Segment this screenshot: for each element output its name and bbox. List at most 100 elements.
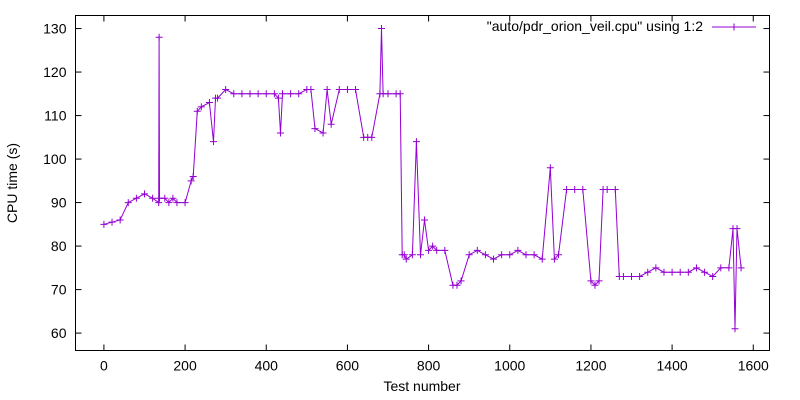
data-point xyxy=(307,85,315,93)
data-point xyxy=(274,94,282,102)
data-point xyxy=(554,251,562,259)
x-tick-label: 800 xyxy=(417,358,441,374)
data-point xyxy=(214,94,222,102)
data-point xyxy=(287,90,295,98)
data-point xyxy=(254,90,262,98)
data-point xyxy=(433,246,441,254)
data-point xyxy=(550,255,558,263)
data-point xyxy=(155,33,163,41)
data-point xyxy=(660,268,668,276)
data-point xyxy=(108,218,116,226)
data-point xyxy=(276,129,284,137)
data-point xyxy=(246,90,254,98)
data-point xyxy=(327,120,335,128)
data-point xyxy=(668,268,676,276)
data-point xyxy=(684,268,692,276)
data-point xyxy=(408,251,416,259)
data-point xyxy=(238,90,246,98)
data-point xyxy=(498,251,506,259)
data-point xyxy=(490,255,498,263)
data-point xyxy=(116,216,124,224)
data-point xyxy=(197,103,205,111)
data-point xyxy=(323,85,331,93)
data-point xyxy=(352,85,360,93)
data-point xyxy=(611,186,619,194)
x-axis-label: Test number xyxy=(383,378,460,394)
data-point xyxy=(412,138,420,146)
data-point xyxy=(441,246,449,254)
legend-label: "auto/pdr_orion_veil.cpu" using 1:2 xyxy=(487,18,703,34)
data-point xyxy=(319,129,327,137)
data-point xyxy=(149,194,157,202)
data-point xyxy=(530,251,538,259)
y-tick-label: 90 xyxy=(51,195,67,211)
data-point xyxy=(709,273,717,281)
y-axis-label: CPU time (s) xyxy=(4,143,20,223)
data-point xyxy=(384,90,392,98)
data-point xyxy=(161,194,169,202)
data-point xyxy=(270,90,278,98)
data-point xyxy=(522,251,530,259)
x-tick-label: 1000 xyxy=(494,358,525,374)
y-tick-label: 130 xyxy=(43,21,67,37)
data-point xyxy=(396,90,404,98)
data-point xyxy=(595,277,603,285)
data-point xyxy=(603,186,611,194)
data-point xyxy=(725,264,733,272)
data-point xyxy=(222,85,230,93)
data-point xyxy=(189,172,197,180)
data-point xyxy=(538,255,546,263)
data-point xyxy=(465,251,473,259)
x-tick-label: 1200 xyxy=(575,358,606,374)
y-tick-label: 110 xyxy=(44,108,67,124)
data-point xyxy=(402,255,410,263)
y-tick-label: 70 xyxy=(51,282,67,298)
data-point xyxy=(733,225,741,233)
data-point xyxy=(453,281,461,289)
plot-frame xyxy=(75,15,770,351)
data-point xyxy=(717,264,725,272)
y-tick-label: 120 xyxy=(43,64,67,80)
data-point xyxy=(591,281,599,289)
data-point xyxy=(400,251,408,259)
data-point xyxy=(473,246,481,254)
x-tick-label: 0 xyxy=(100,358,108,374)
data-point xyxy=(676,268,684,276)
data-point xyxy=(169,194,177,202)
data-point xyxy=(165,199,173,207)
x-tick-label: 200 xyxy=(173,358,197,374)
data-point xyxy=(429,242,437,250)
data-point xyxy=(644,268,652,276)
data-point xyxy=(692,264,700,272)
data-point xyxy=(311,125,319,133)
data-point xyxy=(173,199,181,207)
legend: "auto/pdr_orion_veil.cpu" using 1:2 xyxy=(487,18,756,34)
data-point xyxy=(546,164,554,172)
series-layer xyxy=(100,25,745,333)
data-point xyxy=(731,325,739,333)
data-point xyxy=(425,246,433,254)
x-tick-label: 400 xyxy=(255,358,279,374)
data-point xyxy=(628,273,636,281)
data-point xyxy=(737,264,745,272)
data-point xyxy=(209,138,217,146)
data-point xyxy=(230,90,238,98)
data-point xyxy=(368,133,376,141)
data-point xyxy=(506,251,514,259)
data-point xyxy=(636,273,644,281)
data-point xyxy=(652,264,660,272)
x-tick-label: 1600 xyxy=(738,358,769,374)
data-point xyxy=(378,25,386,33)
legend-marker xyxy=(730,23,738,31)
y-tick-label: 100 xyxy=(43,151,67,167)
axis-ticks: 0 200 400 600 800 1000 1200 1400 1600 60 70 80 90 100… xyxy=(43,15,770,374)
data-point xyxy=(701,268,709,276)
data-point xyxy=(335,85,343,93)
series-line xyxy=(103,28,742,329)
data-point xyxy=(132,194,140,202)
data-point xyxy=(481,251,489,259)
data-point xyxy=(140,190,148,198)
data-point xyxy=(187,177,195,185)
data-point xyxy=(295,90,303,98)
data-point xyxy=(155,199,163,207)
